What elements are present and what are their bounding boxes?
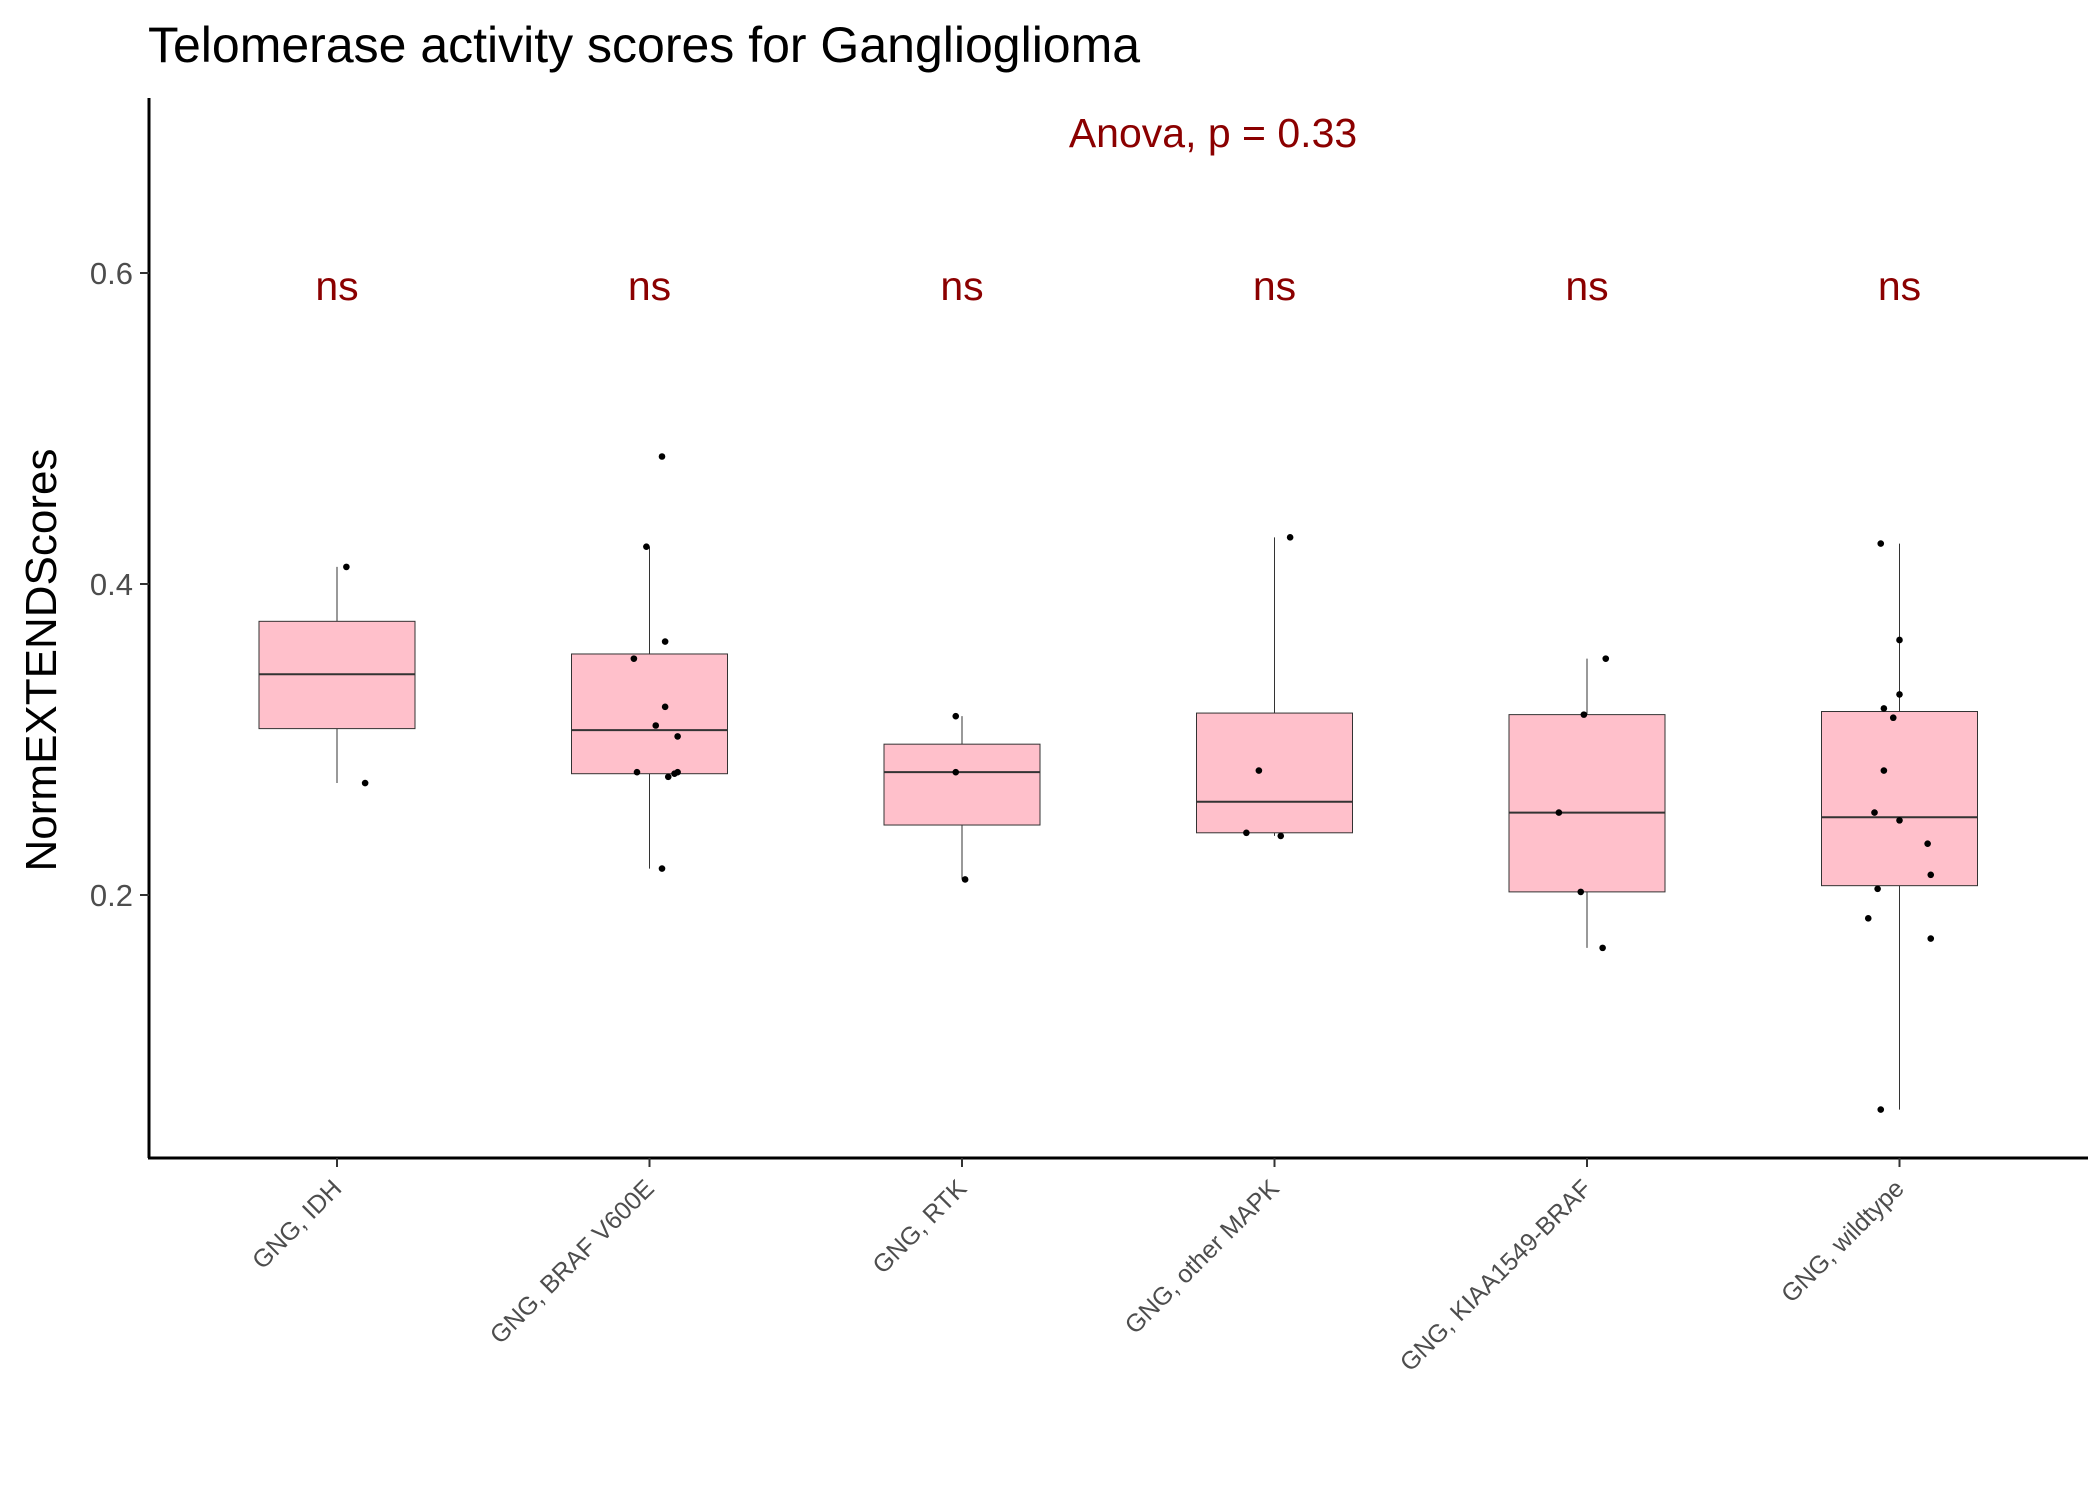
data-point (671, 770, 678, 778)
box (1196, 712, 1353, 834)
x-tick-label: GNG, wildtype (1776, 1174, 1910, 1308)
box (883, 743, 1041, 826)
data-point (633, 768, 641, 776)
box (571, 653, 728, 775)
significance-label: ns (1878, 263, 1921, 309)
data-point (1577, 888, 1585, 896)
data-point (1243, 829, 1250, 837)
data-point (1555, 809, 1563, 816)
data-point (658, 865, 666, 872)
chart-title: Telomerase activity scores for Gangliogl… (148, 17, 1140, 73)
data-point (961, 876, 969, 883)
data-point (1880, 767, 1888, 774)
data-point (658, 453, 666, 460)
data-point (1580, 711, 1588, 718)
data-point (1602, 655, 1610, 662)
anova-annotation: Anova, p = 0.33 (1069, 110, 1357, 156)
data-point (1874, 885, 1881, 893)
data-point (343, 563, 350, 571)
data-point (1286, 534, 1294, 541)
data-point (1871, 809, 1878, 816)
data-point (1896, 636, 1903, 644)
data-point (1880, 705, 1888, 712)
data-point (630, 655, 638, 662)
data-point (1877, 1106, 1885, 1113)
data-point (1877, 540, 1885, 547)
data-point (952, 712, 960, 720)
data-point (1896, 817, 1903, 824)
data-point (1889, 714, 1897, 722)
data-point (1927, 935, 1935, 942)
data-point (1599, 944, 1606, 952)
data-point (674, 733, 681, 740)
plot-area (258, 453, 1978, 1113)
x-tick-label: GNG, KIAA1549-BRAF (1395, 1174, 1598, 1377)
data-point (661, 638, 669, 645)
data-point (643, 543, 650, 550)
data-point (1924, 840, 1931, 847)
box (1508, 714, 1666, 893)
data-point (1864, 915, 1872, 922)
data-point (361, 779, 369, 787)
significance-label: ns (628, 263, 671, 309)
significance-label: ns (1565, 263, 1608, 309)
box (1821, 711, 1978, 887)
y-tick-label: 0.6 (90, 256, 133, 291)
x-tick-label: GNG, BRAF V600E (485, 1174, 660, 1349)
significance-label: ns (940, 263, 983, 309)
data-point (952, 768, 960, 776)
data-point (1277, 832, 1285, 840)
x-tick-label: GNG, other MAPK (1120, 1174, 1285, 1339)
data-point (1255, 767, 1263, 774)
significance-label: ns (315, 263, 358, 309)
data-point (652, 722, 660, 729)
data-point (1896, 691, 1903, 698)
data-point (1927, 871, 1935, 879)
y-tick-label: 0.4 (90, 567, 133, 602)
y-axis-label: NormEXTENDScores (17, 449, 66, 872)
data-point (661, 703, 669, 711)
significance-label: ns (1253, 263, 1296, 309)
y-tick-label: 0.2 (90, 878, 133, 913)
x-tick-label: GNG, RTK (867, 1174, 972, 1279)
data-point (664, 773, 672, 781)
x-tick-label: GNG, IDH (247, 1174, 347, 1274)
